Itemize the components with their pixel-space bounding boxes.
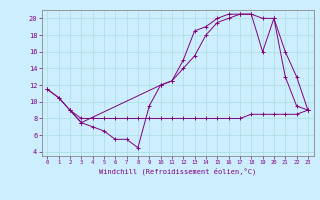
X-axis label: Windchill (Refroidissement éolien,°C): Windchill (Refroidissement éolien,°C) [99, 168, 256, 175]
